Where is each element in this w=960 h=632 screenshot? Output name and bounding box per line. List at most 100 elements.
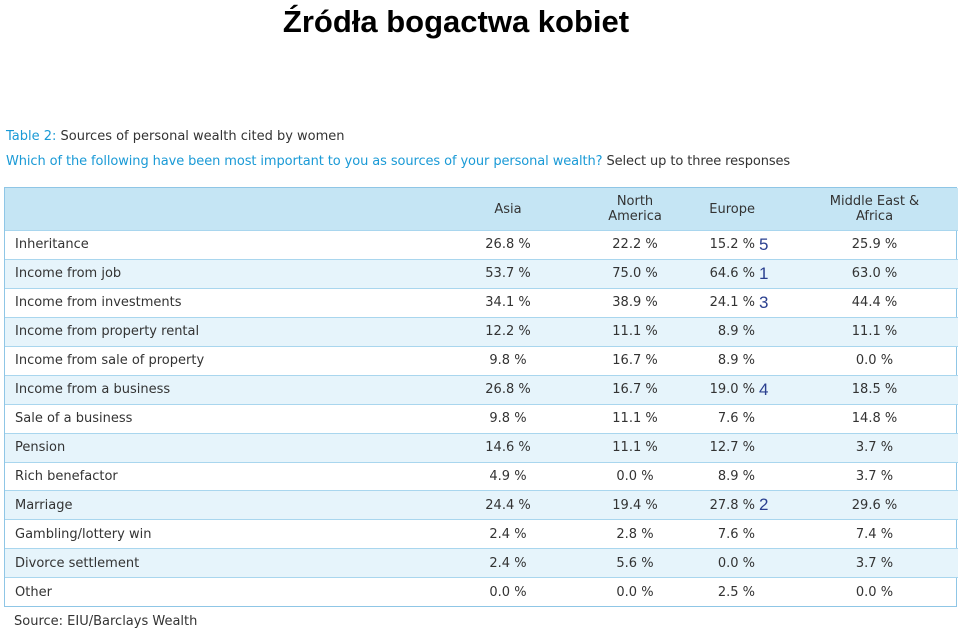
- europe-value: 7.6 %: [717, 411, 755, 427]
- table-number-label: Table 2:: [6, 129, 57, 144]
- asia-value: 9.8 %: [489, 411, 527, 427]
- rank-annotation: 4: [755, 375, 791, 405]
- table-row: Income from investments 34.1 % 38.9 % 24.1 …: [5, 288, 958, 317]
- table-row: Sale of a business 9.8 % 11.1 % 7.6 % 14.8 %: [5, 404, 958, 433]
- table-caption-title: Table 2: Sources of personal wealth cite…: [6, 129, 790, 145]
- europe-value: 64.6 %: [696, 259, 755, 289]
- rank-annotation: 5: [759, 234, 769, 254]
- rank-annotation: [755, 578, 791, 606]
- asia-value: 26.8 %: [442, 375, 574, 405]
- table-caption: Table 2: Sources of personal wealth cite…: [6, 129, 790, 170]
- middle-east-africa-value: 11.1 %: [791, 317, 958, 347]
- north-america-value: 75.0 %: [574, 259, 696, 289]
- row-label: Rich benefactor: [15, 468, 118, 484]
- table-row: Rich benefactor 4.9 % 0.0 % 8.9 % 3.7 %: [5, 462, 958, 491]
- north-america-value: 38.9 %: [612, 295, 658, 311]
- rank-annotation: [755, 548, 791, 578]
- europe-value: 24.1 %: [709, 295, 755, 311]
- table-row: Gambling/lottery win 2.4 % 2.8 % 7.6 % 7.4 %: [5, 519, 958, 549]
- north-america-value: 16.7 %: [612, 353, 658, 369]
- asia-value: 9.8 %: [489, 353, 527, 369]
- row-label: Pension: [5, 433, 442, 462]
- table-row: Income from job 53.7 % 75.0 % 64.6 % 1 63.0 %: [5, 259, 958, 289]
- middle-east-africa-value: 14.8 %: [851, 411, 898, 427]
- europe-value: 15.2 %: [709, 237, 755, 253]
- table-header-row: Asia North America Europe Middle East & …: [5, 188, 958, 231]
- middle-east-africa-value: 29.6 %: [791, 490, 958, 520]
- europe-value: 8.9 %: [696, 317, 755, 347]
- table-row: Other 0.0 % 0.0 % 2.5 % 0.0 %: [5, 577, 958, 606]
- north-america-value: 11.1 %: [574, 317, 696, 347]
- header-rank-cell: [755, 188, 791, 231]
- north-america-value: 2.8 %: [616, 526, 654, 542]
- rank-annotation: 3: [759, 292, 769, 312]
- table-row: Inheritance 26.8 % 22.2 % 15.2 % 5 25.9 %: [5, 230, 958, 260]
- europe-value: 19.0 %: [696, 375, 755, 405]
- europe-value: 2.5 %: [717, 584, 755, 600]
- column-header-north-america: North America: [574, 188, 696, 231]
- row-label: Income from job: [5, 259, 442, 289]
- asia-value: 2.4 %: [442, 548, 574, 578]
- north-america-value: 16.7 %: [574, 375, 696, 405]
- wealth-sources-table: Asia North America Europe Middle East & …: [5, 188, 958, 606]
- middle-east-africa-value: 0.0 %: [855, 584, 894, 600]
- north-america-value: 11.1 %: [612, 411, 658, 427]
- rank-annotation: [755, 462, 791, 491]
- column-header-middle-east-africa: Middle East & Africa: [791, 188, 958, 231]
- europe-value: 27.8 %: [696, 490, 755, 520]
- north-america-value: 0.0 %: [616, 584, 654, 600]
- north-america-value: 0.0 %: [616, 468, 654, 484]
- europe-value: 7.6 %: [717, 526, 755, 542]
- rank-annotation: [755, 317, 791, 347]
- row-label: Income from sale of property: [15, 353, 205, 369]
- row-label: Income from property rental: [5, 317, 442, 347]
- rank-annotation: 2: [755, 490, 791, 520]
- asia-value: 24.4 %: [442, 490, 574, 520]
- row-label: Income from a business: [5, 375, 442, 405]
- row-label: Inheritance: [15, 237, 89, 253]
- north-america-value: 19.4 %: [574, 490, 696, 520]
- table-row: Income from sale of property 9.8 % 16.7 % 8…: [5, 346, 958, 375]
- header-label-cell: [5, 188, 442, 231]
- middle-east-africa-value: 0.0 %: [855, 353, 894, 369]
- asia-value: 14.6 %: [442, 433, 574, 462]
- question-instruction: Select up to three responses: [606, 154, 791, 169]
- rank-annotation: [755, 346, 791, 375]
- row-label: Marriage: [5, 490, 442, 520]
- rank-annotation: 1: [755, 259, 791, 289]
- column-header-europe: Europe: [696, 188, 755, 231]
- asia-value: 2.4 %: [489, 526, 527, 542]
- asia-value: 26.8 %: [485, 237, 531, 253]
- table-row: Marriage 24.4 % 19.4 % 27.8 % 2 29.6 %: [5, 490, 958, 520]
- asia-value: 34.1 %: [485, 295, 531, 311]
- question-text: Which of the following have been most im…: [6, 154, 603, 169]
- table-title: Sources of personal wealth cited by wome…: [60, 129, 345, 144]
- source-note: Source: EIU/Barclays Wealth: [14, 614, 198, 629]
- asia-value: 53.7 %: [442, 259, 574, 289]
- europe-value: 8.9 %: [717, 468, 755, 484]
- row-label: Other: [15, 584, 52, 600]
- europe-value: 8.9 %: [717, 353, 755, 369]
- europe-value: 12.7 %: [696, 433, 755, 462]
- asia-value: 4.9 %: [489, 468, 527, 484]
- slide-title: Źródła bogactwa kobiet: [282, 4, 630, 39]
- wealth-table-container: Asia North America Europe Middle East & …: [4, 187, 958, 607]
- north-america-value: 5.6 %: [574, 548, 696, 578]
- row-label: Divorce settlement: [5, 548, 442, 578]
- middle-east-africa-value: 18.5 %: [791, 375, 958, 405]
- middle-east-africa-value: 44.4 %: [851, 295, 898, 311]
- middle-east-africa-value: 63.0 %: [791, 259, 958, 289]
- europe-value: 0.0 %: [696, 548, 755, 578]
- middle-east-africa-value: 25.9 %: [851, 237, 898, 253]
- asia-value: 12.2 %: [442, 317, 574, 347]
- table-row: Income from property rental 12.2 % 11.1 % 8…: [5, 317, 958, 347]
- middle-east-africa-value: 3.7 %: [855, 468, 894, 484]
- middle-east-africa-value: 3.7 %: [791, 548, 958, 578]
- row-label: Sale of a business: [15, 411, 133, 427]
- table-row: Divorce settlement 2.4 % 5.6 % 0.0 % 3.7 %: [5, 548, 958, 578]
- middle-east-africa-value: 7.4 %: [855, 526, 894, 542]
- table-row: Pension 14.6 % 11.1 % 12.7 % 3.7 %: [5, 433, 958, 462]
- survey-question: Which of the following have been most im…: [6, 154, 790, 170]
- middle-east-africa-value: 3.7 %: [791, 433, 958, 462]
- row-label: Income from investments: [15, 295, 182, 311]
